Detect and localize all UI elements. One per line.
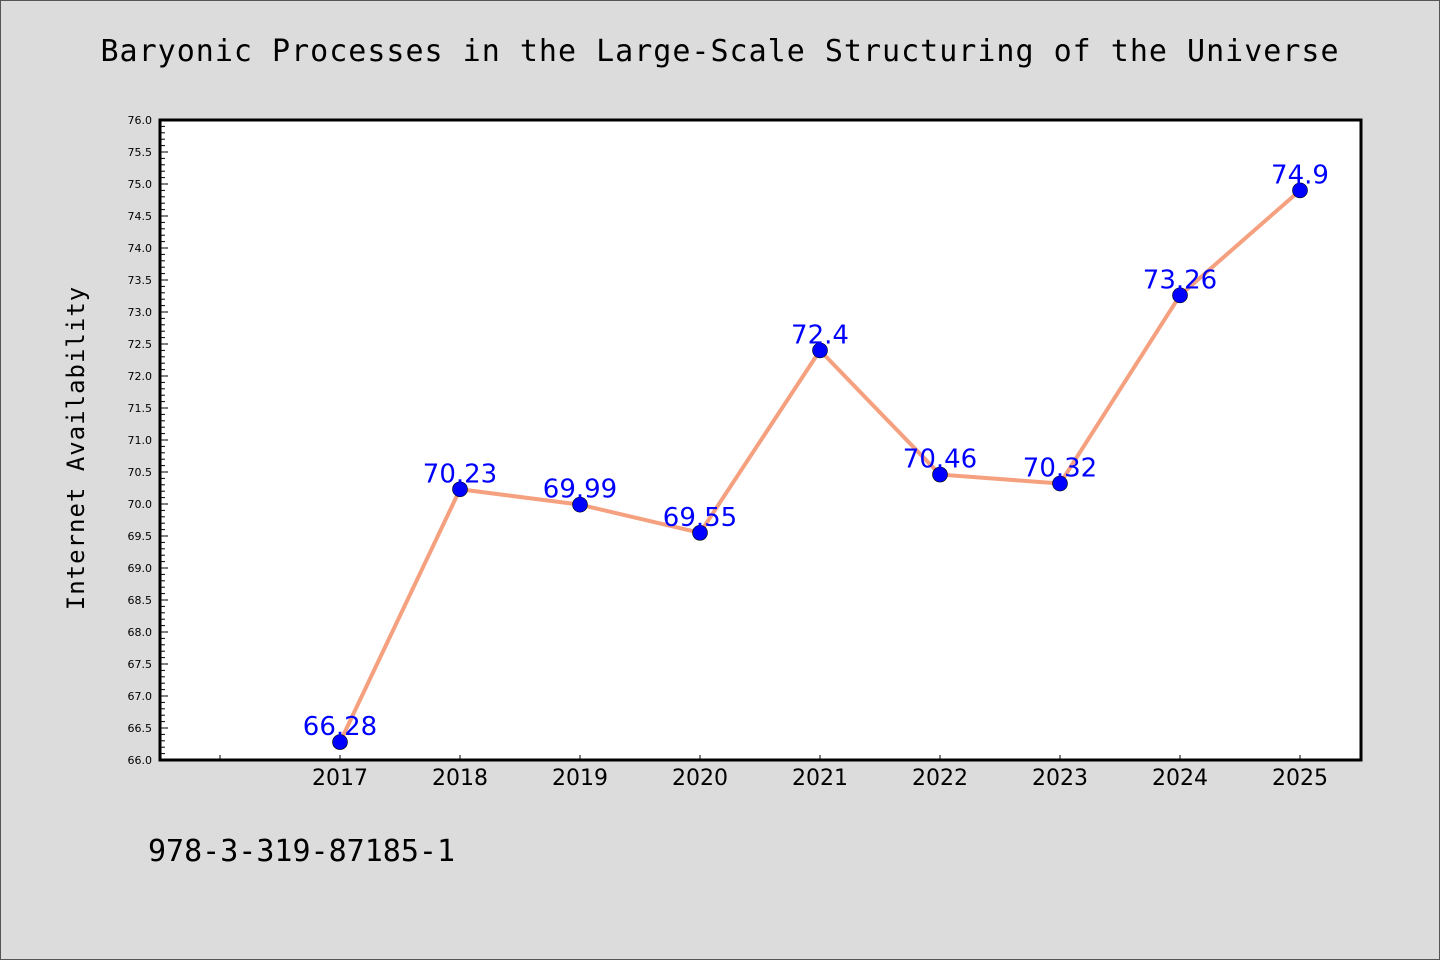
isbn-text: 978-3-319-87185-1 [148,834,456,869]
data-label: 70.23 [423,459,497,489]
data-point [932,466,948,483]
y-tick-label: 68.5 [128,594,153,607]
data-label: 72.4 [791,320,849,350]
y-tick-label: 72.5 [128,338,153,351]
y-tick-label: 69.0 [128,562,153,575]
data-point [572,496,588,513]
y-tick-label: 67.0 [128,690,153,703]
x-tick-label: 2025 [1272,766,1328,791]
x-tick-label: 2017 [312,766,368,791]
y-tick-label: 73.0 [128,306,153,319]
data-label: 70.32 [1023,454,1097,484]
chart-title: Baryonic Processes in the Large-Scale St… [100,34,1340,69]
y-tick-label: 72.0 [128,370,153,383]
x-tick-label: 2019 [552,766,608,791]
y-tick-label: 69.5 [128,530,153,543]
x-tick-label: 2020 [672,766,728,791]
y-tick-label: 70.0 [128,498,153,511]
data-point [332,734,348,750]
data-point [812,342,828,359]
x-tick-label: 2024 [1152,766,1208,791]
y-tick-label: 70.5 [128,466,153,479]
y-tick-label: 73.5 [128,274,153,287]
y-tick-label: 71.0 [128,434,153,447]
y-tick-label: 74.5 [128,210,153,223]
y-tick-label: 66.0 [128,754,153,767]
data-point [692,524,708,541]
x-tick-label: 2022 [912,766,968,791]
y-tick-label: 75.5 [128,146,153,159]
data-label: 70.46 [903,445,977,475]
y-tick-label: 68.0 [128,626,153,639]
y-tick-label: 66.5 [128,722,153,735]
y-tick-label: 74.0 [128,242,153,255]
data-point [1172,287,1188,304]
x-tick-label: 2021 [792,766,848,791]
data-label: 66.28 [303,712,377,742]
plot-frame [158,118,1363,762]
y-tick-label: 71.5 [128,402,153,415]
y-tick-label: 67.5 [128,658,153,671]
data-label: 69.55 [663,503,737,533]
x-tick-label: 2023 [1032,766,1088,791]
data-label: 74.9 [1271,160,1329,190]
data-point [452,481,468,498]
data-point [1292,182,1308,199]
data-point [1052,475,1068,492]
y-tick-label: 75.0 [128,178,153,191]
data-label: 69.99 [543,475,617,505]
data-label: 73.26 [1143,265,1217,295]
y-tick-label: 76.0 [128,114,153,127]
x-tick-label: 2018 [432,766,488,791]
